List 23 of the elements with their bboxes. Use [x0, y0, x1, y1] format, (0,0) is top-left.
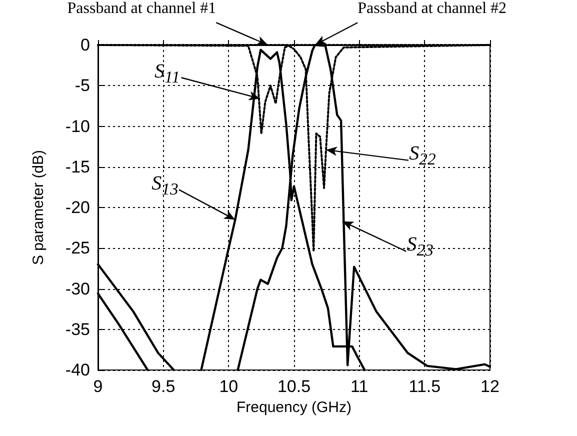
annotation: S$_{13}$	[152, 172, 178, 198]
annotation: S$_{23}$	[406, 234, 434, 260]
y-tick-label: -35	[65, 320, 90, 339]
x-tick-label: 9.5	[152, 377, 176, 396]
x-tick-label: 9	[93, 377, 103, 396]
y-tick-label: 0	[80, 36, 90, 54]
x-tick-label: 12	[480, 377, 500, 396]
annotation: Passband at channel #2	[358, 0, 507, 17]
y-tick-label: -10	[65, 116, 90, 136]
y-axis-title: S parameter (dB)	[30, 150, 47, 266]
x-tick-label: 10.5	[277, 377, 311, 396]
y-tick-label: -20	[65, 198, 90, 217]
x-axis-title: Frequency (GHz)	[236, 398, 352, 416]
x-tick-label: 11.5	[408, 377, 441, 396]
y-tick-label: -40	[65, 360, 90, 380]
y-tick-label: -5	[74, 76, 90, 96]
annotation: S$_{22}$	[409, 142, 436, 169]
x-tick-label: 10	[219, 377, 238, 396]
annotation: Passband at channel #1	[67, 0, 216, 17]
y-tick-label: -15	[65, 157, 90, 176]
x-tick-label: 11	[350, 377, 368, 396]
y-tick-label: -25	[65, 238, 90, 258]
y-tick-label: -30	[65, 279, 90, 298]
